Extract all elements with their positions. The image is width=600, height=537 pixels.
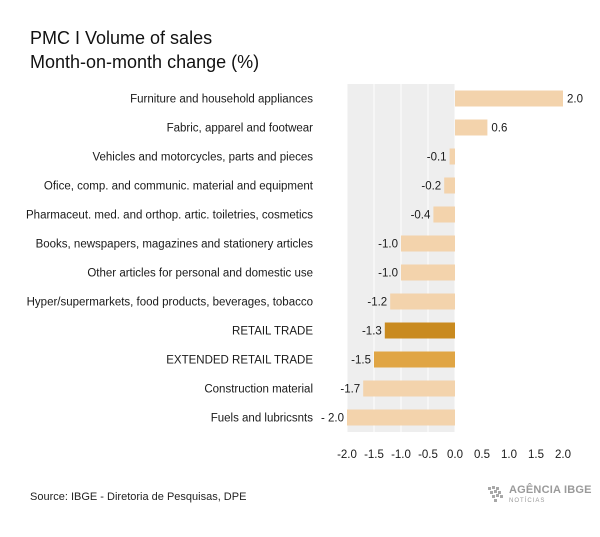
bar: [390, 293, 455, 310]
x-tick-label: -0.5: [418, 449, 438, 461]
category-label: Fabric, apparel and footwear: [167, 123, 314, 135]
chart-title: PMC I Volume of sales Month-on-month cha…: [30, 26, 259, 74]
category-label: Furniture and household appliances: [130, 94, 313, 106]
bar: [347, 409, 455, 426]
data-label: 2.0: [567, 94, 583, 106]
category-label: Construction material: [204, 384, 313, 396]
bar: [401, 264, 455, 281]
bar: [433, 206, 455, 223]
data-label: -1.0: [378, 268, 398, 280]
data-label: -1.0: [378, 239, 398, 251]
bar: [455, 119, 488, 136]
data-label: -1.7: [340, 384, 360, 396]
bar: [449, 148, 455, 165]
data-label: -0.1: [427, 152, 447, 164]
agencia-ibge-logo: AGÊNCIA IBGE NOTÍCIAS: [486, 484, 592, 504]
category-label: Books, newspapers, magazines and station…: [36, 239, 314, 251]
source-note: Source: IBGE - Diretoria de Pesquisas, D…: [30, 491, 247, 503]
category-label: Ofice, comp. and communic. material and …: [44, 181, 314, 193]
x-tick-label: 1.5: [528, 449, 544, 461]
bar: [374, 351, 455, 368]
bar: [401, 235, 455, 252]
logo-sub-text: NOTÍCIAS: [509, 497, 546, 504]
category-label: Pharmaceut. med. and orthop. artic. toil…: [26, 210, 313, 222]
category-label: Hyper/supermarkets, food products, bever…: [27, 297, 313, 309]
data-label: -0.4: [411, 210, 431, 222]
data-label: - 2.0: [321, 413, 344, 425]
title-line-1: PMC I Volume of sales: [30, 28, 213, 48]
data-label: -1.5: [351, 355, 371, 367]
category-label: Other articles for personal and domestic…: [87, 268, 313, 280]
x-tick-label: 1.0: [501, 449, 517, 461]
data-label: -1.2: [367, 297, 387, 309]
data-label: -1.3: [362, 326, 382, 338]
x-tick-label: -1.5: [364, 449, 384, 461]
bar: [363, 380, 455, 397]
x-tick-label: -2.0: [337, 449, 357, 461]
category-label: Vehicles and motorcycles, parts and piec…: [92, 152, 313, 164]
x-tick-label: -1.0: [391, 449, 411, 461]
logo-brand-text: AGÊNCIA IBGE: [509, 483, 592, 496]
bar: [455, 90, 563, 107]
bar: [444, 177, 455, 194]
ibge-map-icon: [488, 486, 503, 502]
x-tick-label: 2.0: [555, 449, 571, 461]
category-label: Fuels and lubricsnts: [211, 413, 314, 425]
data-label: -0.2: [421, 181, 441, 193]
category-label: EXTENDED RETAIL TRADE: [166, 355, 313, 367]
title-line-2: Month-on-month change (%): [30, 52, 260, 72]
x-tick-label: 0.5: [474, 449, 490, 461]
bar: [384, 322, 455, 339]
category-label: RETAIL TRADE: [232, 326, 313, 338]
data-label: 0.6: [491, 123, 507, 135]
x-tick-label: 0.0: [447, 449, 463, 461]
